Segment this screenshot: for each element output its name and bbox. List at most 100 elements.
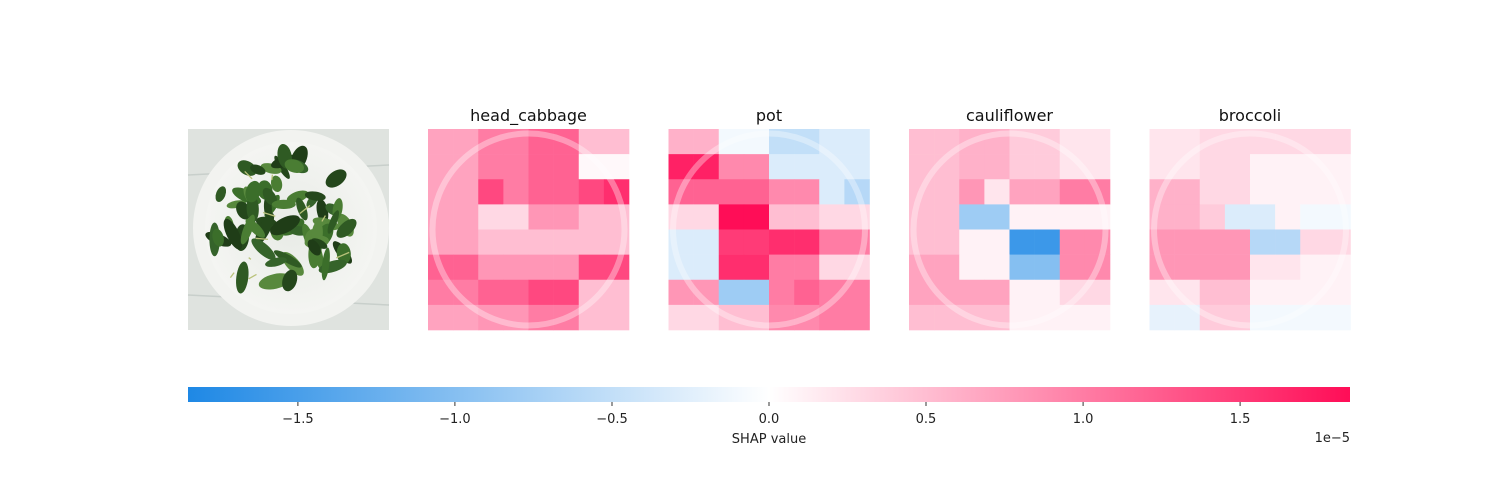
heatmap-cell [453,129,479,155]
heatmap-cell [1325,204,1351,230]
heatmap-cell [819,179,845,205]
heatmap-cell [934,154,960,180]
leaf [316,198,329,224]
heatmap-cell [528,254,554,281]
heatmap-cell [1174,129,1201,155]
heatmap-cell [794,304,820,331]
heatmap-cell [1325,229,1351,255]
heatmap-cell [1250,279,1276,306]
heatmap-cell [1325,304,1351,331]
heatmap-cell [1300,279,1326,306]
heatmap-panel-head_cabbage: head_cabbage [428,106,630,331]
heatmap-cell [959,154,985,180]
heatmap-cell [428,279,454,306]
heatmap-cell [553,229,580,255]
heatmap-cell [1034,129,1061,155]
heatmap-cell [553,304,580,331]
heatmap-cell [844,229,870,255]
heatmap-cell [1059,154,1086,180]
heatmap-cell [1084,129,1111,155]
heatmap-cell [1224,229,1251,255]
heatmap-cell [718,129,745,155]
heatmap-cell [819,129,845,155]
leaf [286,190,309,203]
stem [255,237,269,241]
heatmap-cell [769,179,795,205]
heatmap-cell [1009,279,1035,306]
heatmap-cell [1174,229,1201,255]
heatmap-cell [668,129,694,155]
heatmap-cell [1009,304,1035,331]
heatmap-cell [984,304,1010,331]
heatmap-cell [743,179,770,205]
panel-title: broccoli [1219,106,1281,125]
heatmap-cell [844,254,870,281]
leaf [271,199,296,209]
heatmap-cell [428,129,454,155]
heatmap-cell [453,229,479,255]
colorbar-tick-label: −1.5 [282,412,314,427]
heatmap-cell [909,204,935,230]
heatmap-cell [743,279,770,306]
heatmap-cell [1250,129,1276,155]
heatmap-cell [1009,154,1035,180]
heatmap-cell [718,179,745,205]
heatmap-cell [769,129,795,155]
heatmap-cell [769,229,795,255]
heatmap-cell [503,304,529,331]
heatmap-cell [1199,304,1226,331]
heatmap-cell [478,229,504,255]
heatmap-cell [668,254,694,281]
panel-title: head_cabbage [470,106,587,126]
heatmap-cell [428,204,454,230]
heatmap-cell [743,129,770,155]
heatmap-cell [984,254,1010,281]
heatmap-cell [844,279,870,306]
heatmap-cell [1199,179,1226,205]
heatmap-cell [603,129,630,155]
heatmap-cell [553,279,580,306]
heatmap-cell [668,229,694,255]
heatmap-cell [453,154,479,180]
heatmap-cell [743,154,770,180]
heatmap-cell [1009,254,1035,281]
colorbar-tick-label: 1.5 [1230,412,1251,427]
heatmap-cell [453,179,479,205]
heatmap-panels: head_cabbage pot cauliflower broccoli [428,106,1351,331]
heatmap-cell [1059,254,1086,281]
heatmap-cell [844,129,870,155]
heatmap-cell [1325,154,1351,180]
colorbar-tick-label: 0.0 [759,412,780,427]
heatmap-cell [1300,304,1326,331]
leaf [304,191,326,201]
stem [321,215,326,222]
heatmap-cell [1250,304,1276,331]
heatmap-cell [1199,279,1226,306]
heatmap-cell [934,129,960,155]
heatmap-cell [1034,154,1061,180]
leaf [250,164,266,175]
heatmap-cell [984,279,1010,306]
heatmap-cell [718,254,745,281]
heatmap-cell [743,254,770,281]
heatmap-cell [553,254,580,281]
heatmap-cell [819,229,845,255]
heatmap-cell [428,154,454,180]
leaf [336,243,351,264]
stem [244,170,253,180]
heatmap-cell [1325,254,1351,281]
heatmap-cell [769,279,795,306]
heatmap-cell [503,154,529,180]
heatmap-cell [1034,254,1061,281]
heatmap-cell [1325,179,1351,205]
colorbar-tick-label: 0.5 [916,412,937,427]
heatmap-cell [1034,179,1061,205]
heatmap-cell [553,154,580,180]
leaf [240,214,255,245]
stem [248,273,257,280]
leaf [307,239,321,256]
heatmap-cell [819,304,845,331]
heatmap-cell [1325,129,1351,155]
heatmap-cell [1084,279,1111,306]
heatmap-cell [553,204,580,230]
